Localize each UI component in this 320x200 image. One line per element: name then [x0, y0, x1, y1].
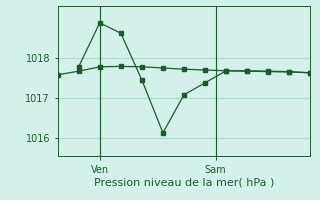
- X-axis label: Pression niveau de la mer( hPa ): Pression niveau de la mer( hPa ): [94, 178, 274, 188]
